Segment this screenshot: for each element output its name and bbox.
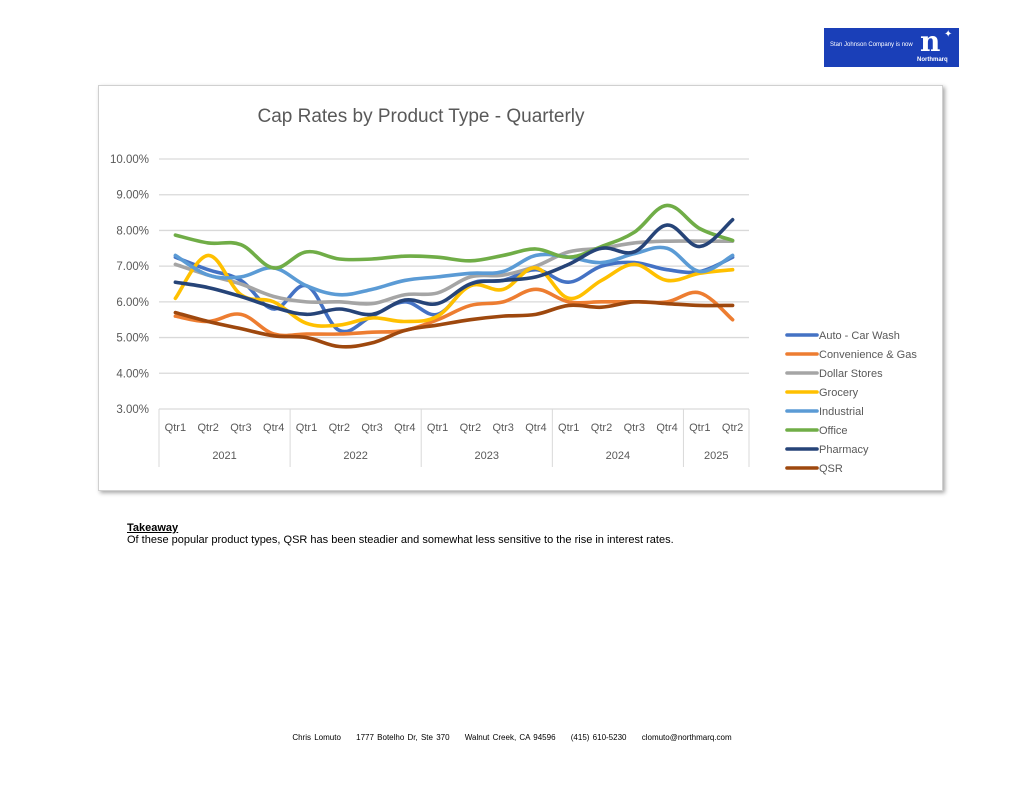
y-tick-label: 6.00% bbox=[116, 297, 149, 309]
x-tick-label: Qtr1 bbox=[427, 422, 448, 434]
x-tick-label: Qtr4 bbox=[525, 422, 546, 434]
x-tick-label: Qtr3 bbox=[230, 422, 251, 434]
x-tick-label: Qtr4 bbox=[656, 422, 677, 434]
footer-email[interactable]: clomuto@northmarq.com bbox=[641, 733, 732, 742]
footer-phone: (415) 610-5230 bbox=[570, 733, 627, 742]
sparkle-icon: ✦ bbox=[944, 29, 953, 40]
x-tick-label: Qtr3 bbox=[624, 422, 645, 434]
x-tick-label: Qtr1 bbox=[296, 422, 317, 434]
northmarq-logo: Stan Johnson Company is now n ✦ Northmar… bbox=[824, 25, 959, 67]
footer-city: Walnut Creek, CA 94596 bbox=[464, 733, 556, 742]
footer-name: Chris Lomuto bbox=[292, 733, 341, 742]
chart-container: Cap Rates by Product Type - Quarterly 3.… bbox=[98, 85, 943, 491]
logo-mark: n bbox=[920, 25, 941, 58]
y-tick-label: 9.00% bbox=[116, 190, 149, 202]
x-group-label: 2025 bbox=[704, 450, 728, 462]
takeaway-section: Takeaway Of these popular product types,… bbox=[127, 522, 674, 546]
legend-label: Auto - Car Wash bbox=[819, 330, 900, 342]
series-line-pharmacy bbox=[173, 217, 735, 317]
takeaway-heading: Takeaway bbox=[127, 522, 179, 534]
x-group-label: 2022 bbox=[343, 450, 367, 462]
legend-item-office: Office bbox=[785, 425, 848, 437]
x-tick-label: Qtr2 bbox=[329, 422, 350, 434]
legend-item-industrial: Industrial bbox=[785, 406, 864, 418]
x-tick-label: Qtr2 bbox=[722, 422, 743, 434]
takeaway-text: Of these popular product types, QSR has … bbox=[127, 534, 674, 546]
x-group-label: 2024 bbox=[606, 450, 630, 462]
chart-title: Cap Rates by Product Type - Quarterly bbox=[257, 106, 585, 127]
x-tick-label: Qtr3 bbox=[492, 422, 513, 434]
series-line-grocery bbox=[173, 253, 735, 328]
legend-label: Dollar Stores bbox=[819, 368, 883, 380]
x-tick-label: Qtr4 bbox=[394, 422, 415, 434]
logo-brand: Northmarq bbox=[917, 57, 948, 63]
footer-address: 1777 Botelho Dr, Ste 370 bbox=[356, 733, 450, 742]
y-tick-label: 5.00% bbox=[116, 333, 149, 345]
legend-label: Pharmacy bbox=[819, 444, 869, 456]
legend-item-pharmacy: Pharmacy bbox=[785, 444, 869, 456]
x-tick-label: Qtr1 bbox=[165, 422, 186, 434]
x-tick-label: Qtr4 bbox=[263, 422, 284, 434]
legend-label: Industrial bbox=[819, 406, 864, 418]
x-tick-label: Qtr1 bbox=[558, 422, 579, 434]
legend-item-auto-car-wash: Auto - Car Wash bbox=[785, 330, 900, 342]
x-group-label: 2023 bbox=[475, 450, 499, 462]
x-tick-label: Qtr1 bbox=[689, 422, 710, 434]
logo-tagline: Stan Johnson Company is now bbox=[830, 42, 913, 48]
series-line-dollar-stores bbox=[173, 239, 735, 306]
legend-item-grocery: Grocery bbox=[785, 387, 859, 399]
x-group-label: 2021 bbox=[212, 450, 236, 462]
cap-rate-chart: Cap Rates by Product Type - Quarterly 3.… bbox=[110, 106, 917, 475]
footer: Chris Lomuto 1777 Botelho Dr, Ste 370 Wa… bbox=[0, 733, 1024, 742]
legend-item-qsr: QSR bbox=[785, 463, 843, 475]
y-tick-label: 8.00% bbox=[116, 225, 149, 237]
x-tick-label: Qtr2 bbox=[197, 422, 218, 434]
y-tick-label: 3.00% bbox=[116, 404, 149, 416]
y-tick-label: 10.00% bbox=[110, 154, 149, 166]
series-line-office bbox=[173, 203, 735, 270]
x-tick-label: Qtr2 bbox=[460, 422, 481, 434]
series-line-qsr bbox=[173, 299, 735, 349]
y-tick-label: 4.00% bbox=[116, 368, 149, 380]
legend-item-dollar-stores: Dollar Stores bbox=[785, 368, 883, 380]
x-tick-label: Qtr2 bbox=[591, 422, 612, 434]
y-tick-label: 7.00% bbox=[116, 261, 149, 273]
legend-label: QSR bbox=[819, 463, 843, 475]
x-tick-label: Qtr3 bbox=[361, 422, 382, 434]
legend-label: Convenience & Gas bbox=[819, 349, 917, 361]
legend-label: Office bbox=[819, 425, 848, 437]
legend-label: Grocery bbox=[819, 387, 859, 399]
legend-item-convenience-gas: Convenience & Gas bbox=[785, 349, 917, 361]
